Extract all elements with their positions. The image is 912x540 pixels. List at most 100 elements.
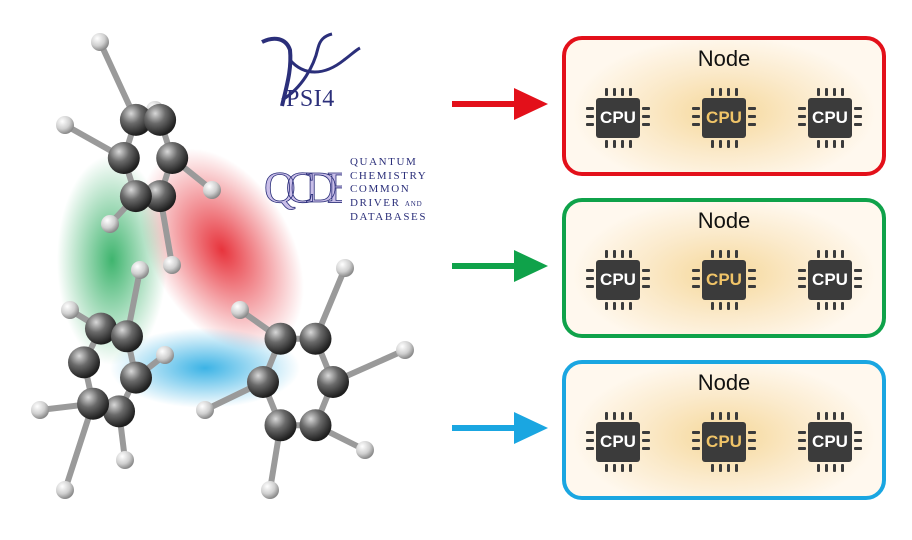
compute-node-3: Node CPU CPU CPU xyxy=(562,360,886,500)
cpu-pin xyxy=(711,140,714,148)
cpu-pin xyxy=(825,88,828,96)
cpu-pin xyxy=(854,123,862,126)
cpu-chip: CPU xyxy=(798,250,862,310)
carbon-atom xyxy=(144,104,176,136)
hydrogen-atom xyxy=(31,401,49,419)
cpu-pin xyxy=(817,412,820,420)
carbon-atom xyxy=(156,142,188,174)
cpu-pin xyxy=(798,285,806,288)
hydrogen-atom xyxy=(196,401,214,419)
cpu-pin xyxy=(748,123,756,126)
cpu-pin xyxy=(735,302,738,310)
cpu-pin xyxy=(748,439,756,442)
cpu-pin xyxy=(692,115,700,118)
arrow-to-node-3 xyxy=(450,408,550,448)
hydrogen-atom xyxy=(203,181,221,199)
cpu-pin xyxy=(841,412,844,420)
cpu-pin xyxy=(711,464,714,472)
cpu-pin xyxy=(586,115,594,118)
arrow-head xyxy=(514,250,548,282)
hydrogen-atom xyxy=(156,346,174,364)
cpu-pin xyxy=(586,285,594,288)
qcdb-line-driver: DRIVER AND xyxy=(350,197,427,212)
cpu-pin xyxy=(605,140,608,148)
cpu-pin xyxy=(642,447,650,450)
cpu-pin xyxy=(727,302,730,310)
cpu-pin xyxy=(798,269,806,272)
cpu-label: CPU xyxy=(702,270,746,290)
cpu-pin xyxy=(719,412,722,420)
cpu-pin xyxy=(719,464,722,472)
cpu-pin xyxy=(586,277,594,280)
cpu-pin xyxy=(621,140,624,148)
qcdb-line-chemistry: CHEMISTRY xyxy=(350,170,427,184)
cpu-pin xyxy=(711,302,714,310)
carbon-atom xyxy=(300,323,332,355)
cpu-pin xyxy=(642,431,650,434)
cpu-pin xyxy=(817,250,820,258)
carbon-atom xyxy=(317,366,349,398)
cpu-pin xyxy=(719,140,722,148)
cpu-pin xyxy=(613,88,616,96)
cpu-pin xyxy=(719,88,722,96)
qcdb-driver-word: DRIVER xyxy=(350,197,401,209)
psi4-logo-text: PSI4 xyxy=(286,86,335,113)
cpu-pin xyxy=(833,88,836,96)
cpu-pin xyxy=(629,464,632,472)
cpu-chip: CPU xyxy=(586,250,650,310)
cpu-pin xyxy=(613,464,616,472)
cpu-pin xyxy=(692,431,700,434)
cpu-pin xyxy=(817,140,820,148)
cpu-pin xyxy=(735,464,738,472)
cpu-pin xyxy=(798,439,806,442)
cpu-pin xyxy=(642,107,650,110)
cpu-pin xyxy=(735,250,738,258)
cpu-pin xyxy=(692,107,700,110)
cpu-pin xyxy=(854,431,862,434)
cpu-pin xyxy=(613,412,616,420)
compute-node-2: Node CPU CPU CPU xyxy=(562,198,886,338)
cpu-pin xyxy=(629,140,632,148)
cpu-chip: CPU xyxy=(586,88,650,148)
cpu-pin xyxy=(748,269,756,272)
cpu-pin xyxy=(735,140,738,148)
cpu-pin xyxy=(748,285,756,288)
cpu-pin xyxy=(854,269,862,272)
cpu-pin xyxy=(621,464,624,472)
cpu-pin xyxy=(833,302,836,310)
qcdb-logo-lettermark: QCDB xyxy=(264,163,342,212)
cpu-pin xyxy=(711,250,714,258)
cpu-pin xyxy=(642,285,650,288)
carbon-atom xyxy=(77,388,109,420)
cpu-label: CPU xyxy=(808,108,852,128)
cpu-pin xyxy=(605,302,608,310)
cpu-pin xyxy=(748,431,756,434)
arrow-head xyxy=(514,88,548,120)
qcdb-line-quantum: QUANTUM xyxy=(350,156,427,170)
cpu-pin xyxy=(692,277,700,280)
cpu-pin xyxy=(748,447,756,450)
qcdb-line-databases: DATABASES xyxy=(350,211,427,225)
cpu-pin xyxy=(841,464,844,472)
hydrogen-atom xyxy=(56,481,74,499)
cpu-chip: CPU xyxy=(798,88,862,148)
cpu-pin xyxy=(586,439,594,442)
cpu-pin xyxy=(642,439,650,442)
cpu-pin xyxy=(629,412,632,420)
cpu-pin xyxy=(629,88,632,96)
hydrogen-atom xyxy=(101,215,119,233)
hydrogen-atom xyxy=(231,301,249,319)
cpu-pin xyxy=(711,88,714,96)
cpu-pin xyxy=(798,447,806,450)
cpu-pin xyxy=(825,250,828,258)
compute-node-1: Node CPU CPU CPU xyxy=(562,36,886,176)
node-label: Node xyxy=(566,208,882,234)
cpu-pin xyxy=(854,439,862,442)
cpu-pin xyxy=(692,269,700,272)
cpu-pin xyxy=(748,115,756,118)
cpu-pin xyxy=(727,140,730,148)
hydrogen-atom xyxy=(356,441,374,459)
cpu-pin xyxy=(854,115,862,118)
hydrogen-atom xyxy=(336,259,354,277)
arrow-head xyxy=(514,412,548,444)
